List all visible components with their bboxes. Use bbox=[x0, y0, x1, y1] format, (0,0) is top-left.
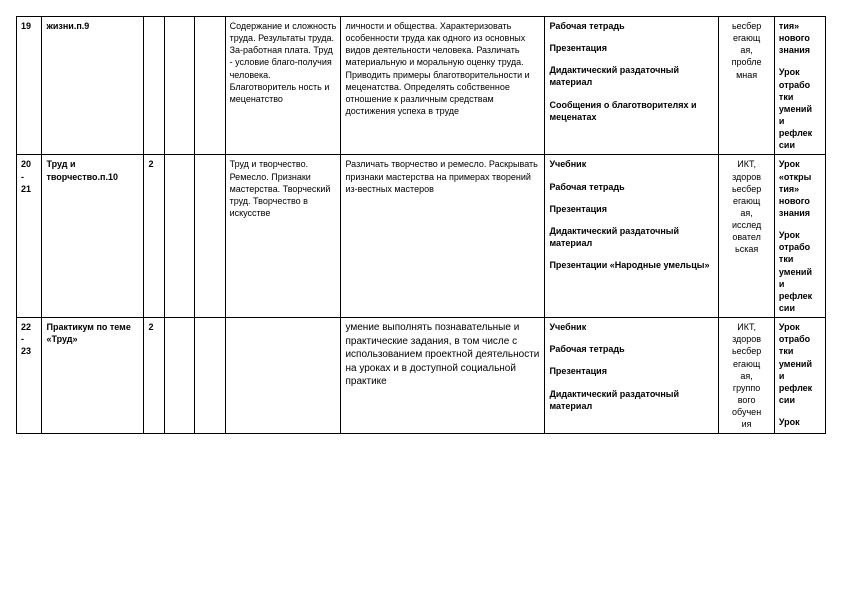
cell-content bbox=[225, 318, 341, 434]
cell-blank bbox=[165, 155, 195, 318]
cell-blank bbox=[195, 155, 225, 318]
cell-blank bbox=[195, 17, 225, 155]
cell-hours bbox=[144, 17, 165, 155]
cell-tech: ьесберегающая,проблемная bbox=[719, 17, 775, 155]
cell-tech: ИКТ,здоровьесберегающая,исследовательска… bbox=[719, 155, 775, 318]
cell-blank bbox=[195, 318, 225, 434]
cell-activity: умение выполнять познавательные и практи… bbox=[341, 318, 545, 434]
cell-num: 20-21 bbox=[17, 155, 42, 318]
table-row: 22-23 Практикум по теме «Труд» 2 умение … bbox=[17, 318, 826, 434]
cell-resources: УчебникРабочая тетрадьПрезентацияДидакти… bbox=[545, 318, 719, 434]
cell-type: УрокотработкиуменийирефлексииУрок bbox=[774, 318, 825, 434]
cell-resources: Рабочая тетрадьПрезентацияДидактический … bbox=[545, 17, 719, 155]
cell-blank bbox=[165, 318, 195, 434]
cell-tech: ИКТ,здоровьесберегающая,групповогообучен… bbox=[719, 318, 775, 434]
cell-num: 22-23 bbox=[17, 318, 42, 434]
cell-content: Труд и творчество. Ремесло. Признаки мас… bbox=[225, 155, 341, 318]
cell-num: 19 bbox=[17, 17, 42, 155]
cell-type: тия»новогознанияУрокотработкиуменийирефл… bbox=[774, 17, 825, 155]
curriculum-table: 19 жизни.п.9 Содержание и сложность труд… bbox=[16, 16, 826, 434]
cell-resources: УчебникРабочая тетрадьПрезентацияДидакти… bbox=[545, 155, 719, 318]
cell-type: Урок«открытия»новогознанияУрокотработкиу… bbox=[774, 155, 825, 318]
cell-hours: 2 bbox=[144, 318, 165, 434]
table-row: 19 жизни.п.9 Содержание и сложность труд… bbox=[17, 17, 826, 155]
cell-blank bbox=[165, 17, 195, 155]
cell-topic: жизни.п.9 bbox=[42, 17, 144, 155]
cell-activity: личности и общества. Характеризовать осо… bbox=[341, 17, 545, 155]
cell-hours: 2 bbox=[144, 155, 165, 318]
cell-activity: Различать творчество и ремесло. Раскрыва… bbox=[341, 155, 545, 318]
cell-topic: Труд и творчество.п.10 bbox=[42, 155, 144, 318]
table-row: 20-21 Труд и творчество.п.10 2 Труд и тв… bbox=[17, 155, 826, 318]
cell-content: Содержание и сложность труда. Результаты… bbox=[225, 17, 341, 155]
cell-topic: Практикум по теме «Труд» bbox=[42, 318, 144, 434]
